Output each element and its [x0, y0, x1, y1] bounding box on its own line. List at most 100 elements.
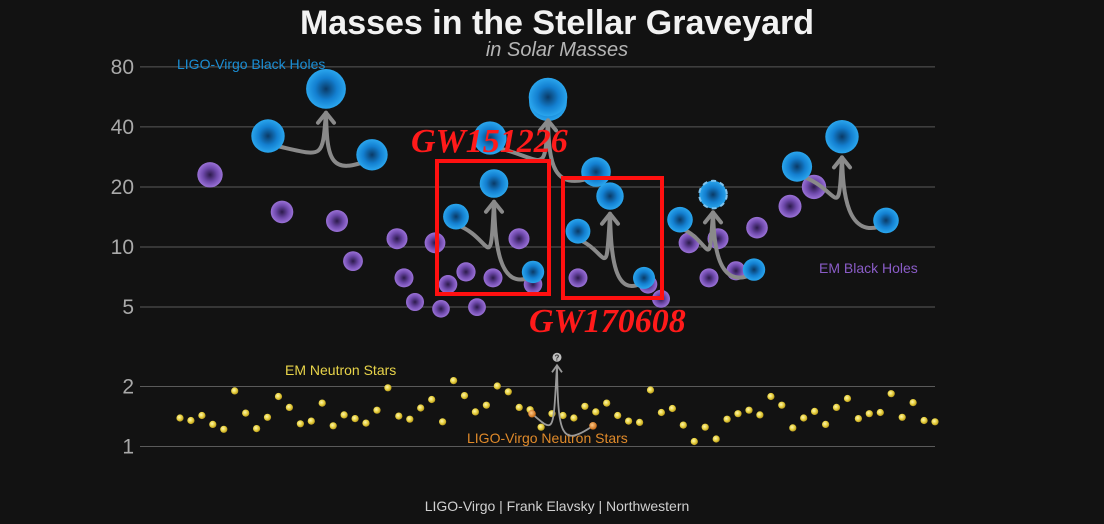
- em-black-hole-point: [386, 228, 408, 250]
- em-neutron-star-point: [865, 410, 873, 418]
- y-tick-label: 20: [111, 176, 134, 199]
- em-neutron-star-point: [679, 421, 687, 429]
- y-tick-label: 40: [111, 116, 134, 139]
- em-black-hole-point: [326, 210, 348, 232]
- merger-arrowhead: [484, 199, 504, 214]
- em-neutron-star-point: [909, 399, 917, 407]
- ligo-black-holes-label: LIGO-Virgo Black Holes: [177, 56, 325, 72]
- gw151226-label: GW151226: [411, 123, 568, 160]
- em-neutron-star-point: [351, 415, 359, 423]
- ligo-black-hole-point: [781, 151, 813, 182]
- em-neutron-star-point: [734, 410, 742, 418]
- em-neutron-star-point: [406, 415, 414, 423]
- y-tick-label: 5: [122, 296, 134, 319]
- em-neutron-star-point: [318, 399, 326, 407]
- merger-arrow: [531, 365, 594, 437]
- em-neutron-star-point: [887, 390, 895, 398]
- em-neutron-star-point: [176, 414, 184, 422]
- em-neutron-star-point: [581, 402, 589, 410]
- ligo-black-hole-point: [443, 203, 469, 230]
- merger-arrowhead: [600, 211, 620, 226]
- ligo-black-hole-point: [581, 157, 611, 187]
- ligo-black-hole-remnant: [825, 120, 859, 154]
- merger-arrowhead: [538, 118, 558, 133]
- y-tick-label: 1: [122, 436, 134, 459]
- ligo-neutron-stars-label: LIGO-Virgo Neutron Stars: [467, 430, 628, 446]
- em-neutron-star-point: [559, 411, 567, 420]
- em-neutron-star-point: [570, 414, 578, 422]
- highlight-boxes: GW151226 GW170608: [411, 123, 686, 340]
- em-neutron-star-point: [832, 403, 841, 411]
- em-neutron-star-point: [209, 420, 217, 428]
- em-neutron-star-point: [931, 418, 939, 426]
- em-neutron-star-point: [537, 423, 545, 431]
- ligo-black-hole-point: [873, 207, 899, 234]
- em-black-hole-point: [508, 228, 530, 250]
- em-neutron-star-point: [296, 420, 304, 428]
- ligo-neutron-star-point: [528, 409, 536, 418]
- em-neutron-star-point: [920, 416, 928, 425]
- em-black-hole-point: [468, 298, 486, 316]
- em-neutron-star-point: [482, 401, 490, 409]
- em-neutron-star-point: [592, 408, 600, 416]
- em-neutron-star-point: [657, 408, 666, 417]
- em-black-hole-point: [568, 268, 588, 288]
- gw170608-label: GW170608: [529, 303, 686, 340]
- merger-arrowhead: [832, 155, 852, 170]
- em-black-hole-point: [678, 232, 700, 254]
- ligo-black-hole-point: [667, 206, 693, 233]
- em-neutron-star-point: [384, 384, 392, 392]
- em-neutron-star-point: [220, 425, 228, 433]
- y-tick-label: 80: [111, 56, 134, 79]
- em-neutron-star-point: [242, 409, 250, 417]
- em-neutron-star-point: [471, 408, 479, 416]
- em-neutron-star-point: [329, 422, 337, 430]
- em-neutron-star-point: [362, 419, 370, 427]
- em-neutron-star-point: [876, 408, 884, 417]
- merger-event: [443, 169, 545, 284]
- merger-arrowhead: [551, 363, 563, 373]
- em-neutron-star-point: [504, 388, 512, 396]
- em-black-hole-point: [699, 268, 719, 288]
- em-neutron-star-point: [822, 420, 830, 428]
- y-axis-ticks: 1 2 5 10 20 40 80: [111, 56, 134, 459]
- merger-event: [667, 179, 766, 281]
- em-neutron-star-point: [263, 413, 272, 421]
- y-tick-label: 10: [111, 236, 134, 259]
- ligo-black-hole-point: [742, 258, 766, 281]
- em-neutron-star-point: [646, 386, 655, 394]
- em-neutron-star-point: [701, 423, 709, 431]
- em-neutron-star-point: [745, 406, 753, 414]
- em-black-hole-point: [343, 251, 363, 271]
- em-neutron-star-point: [253, 425, 261, 433]
- ligo-black-hole-point: [521, 260, 545, 284]
- ligo-neutron-star-point: [589, 422, 597, 430]
- chart-subtitle: in Solar Masses: [486, 39, 628, 61]
- em-black-hole-point: [197, 162, 223, 188]
- em-neutron-star-point: [285, 403, 293, 411]
- merger-event: [781, 120, 899, 234]
- chart-credit: LIGO-Virgo | Frank Elavsky | Northwester…: [425, 498, 690, 514]
- ligo-black-hole-point: [565, 218, 591, 244]
- em-neutron-star-point: [417, 404, 425, 412]
- em-neutron-star-point: [843, 394, 852, 403]
- em-neutron-star-point: [767, 392, 775, 401]
- merger-event: [251, 69, 388, 171]
- y-tick-label: 2: [122, 375, 134, 398]
- em-neutron-star-point: [515, 403, 523, 411]
- em-black-holes-label: EM Black Holes: [819, 260, 918, 276]
- em-neutron-star-point: [690, 437, 698, 446]
- em-neutron-star-point: [395, 412, 403, 420]
- em-black-hole-point: [483, 268, 503, 288]
- em-neutron-star-point: [450, 377, 458, 385]
- em-neutron-star-point: [428, 395, 436, 404]
- merger-arrow: [795, 155, 888, 230]
- em-neutron-star-point: [614, 411, 622, 420]
- em-neutron-stars: [176, 377, 939, 446]
- ligo-black-hole-remnant: [528, 77, 568, 117]
- em-neutron-star-point: [187, 416, 195, 425]
- unknown-remnant-point: [552, 352, 562, 362]
- ligo-black-hole-remnant: [596, 182, 624, 210]
- ligo-black-hole-point: [251, 119, 285, 153]
